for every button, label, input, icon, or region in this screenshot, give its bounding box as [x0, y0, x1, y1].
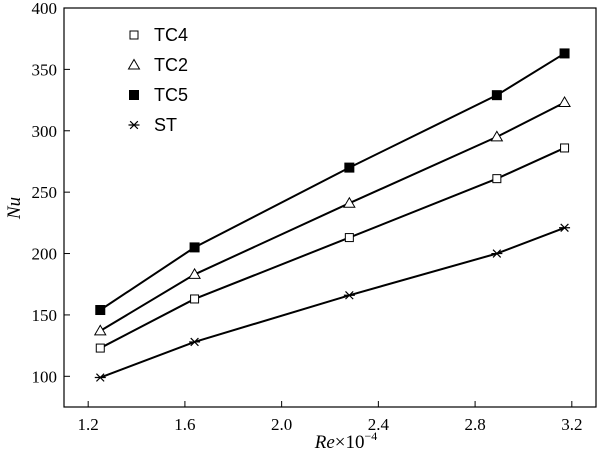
data-point-tc5 — [95, 305, 106, 316]
y-tick-label: 350 — [32, 60, 58, 79]
series-tc5 — [95, 48, 570, 316]
data-point-tc2 — [558, 96, 571, 108]
series-tc2 — [93, 96, 571, 336]
data-point-tc4 — [344, 233, 354, 243]
data-point-st — [559, 223, 571, 233]
y-tick-label: 300 — [32, 122, 58, 141]
y-tick-label: 100 — [32, 367, 58, 386]
y-tick-label: 200 — [32, 245, 58, 264]
y-tick-label: 400 — [32, 0, 58, 18]
plot-frame — [63, 7, 597, 408]
x-axis-title-rest: ×10 — [335, 432, 365, 453]
x-tick-label: 2.4 — [368, 415, 390, 434]
legend-marker-tc5 — [129, 90, 139, 100]
data-point-tc4 — [492, 174, 502, 184]
data-point-tc4 — [560, 143, 570, 153]
data-point-tc2 — [490, 130, 504, 142]
legend-item-tc2: TC2 — [127, 55, 188, 75]
legend-item-tc4: TC4 — [129, 25, 188, 45]
series-line-st — [99, 226, 565, 379]
legend-label: TC2 — [154, 55, 188, 75]
x-tick-label: 1.6 — [174, 415, 195, 434]
legend-item-tc5: TC5 — [129, 85, 188, 105]
data-point-tc5 — [189, 242, 200, 253]
data-point-tc2 — [342, 196, 356, 208]
data-point-tc2 — [188, 267, 201, 279]
data-point-st — [189, 337, 201, 347]
legend-label: TC4 — [154, 25, 188, 45]
y-tick-label: 150 — [32, 306, 58, 325]
data-point-tc5 — [344, 162, 355, 173]
x-axis-title: Re×10−4 — [314, 429, 378, 453]
axis-ticks: 1.2 1.6 2.0 2.4 2.8 3.2 100 150 200 250 300 350 400 — [32, 0, 583, 434]
y-tick-label: 250 — [32, 183, 58, 202]
series-layer — [93, 48, 571, 382]
data-point-tc4 — [95, 343, 105, 353]
data-point-tc4 — [190, 294, 200, 304]
legend: TC4 TC2 TC5 ST — [127, 25, 188, 135]
data-point-tc2 — [93, 324, 107, 336]
legend-label: ST — [154, 115, 177, 135]
data-point-st — [491, 249, 503, 258]
x-axis-title-sup: −4 — [364, 429, 377, 443]
legend-label: TC5 — [154, 85, 188, 105]
data-point-tc5 — [559, 48, 570, 59]
x-tick-label: 2.0 — [271, 415, 292, 434]
data-point-tc5 — [491, 90, 502, 101]
legend-marker-st — [128, 120, 140, 130]
series-st — [94, 223, 571, 382]
y-axis-title: Nu — [4, 197, 25, 220]
legend-marker-tc4 — [129, 30, 139, 40]
data-point-st — [94, 373, 106, 382]
x-tick-label: 3.2 — [561, 415, 582, 434]
x-axis-title-italic: Re — [314, 432, 335, 453]
legend-marker-tc2 — [127, 58, 141, 70]
x-tick-label: 2.8 — [464, 415, 485, 434]
series-tc4 — [95, 143, 570, 353]
data-point-st — [343, 291, 355, 300]
legend-item-st: ST — [128, 115, 177, 135]
x-tick-label: 1.2 — [78, 415, 99, 434]
